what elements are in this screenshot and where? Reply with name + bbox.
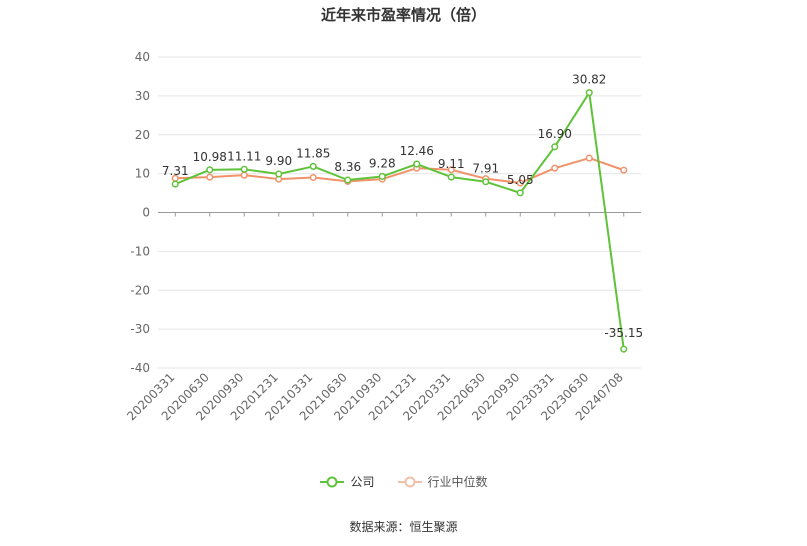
y-axis: 40 30 20 10 0 -10 -20 -30 -40 [130,50,150,375]
company-point [378,172,386,180]
company-point [309,162,317,170]
series-layer [171,89,628,353]
y-tick-label: 40 [135,50,150,64]
legend-label-company: 公司 [350,475,375,489]
industry-median-point [309,173,317,182]
company-point [206,166,214,174]
company-point [620,345,628,353]
industry-median-point [206,173,214,181]
company-point [275,170,283,178]
y-tick-label: 30 [135,89,150,103]
company-data-label: 11.85 [296,146,330,160]
company-data-label: -35.15 [604,326,643,340]
y-tick-label: 10 [135,167,150,181]
company-point [447,173,455,181]
industry-median-point [620,166,628,174]
company-data-label: 10.98 [193,150,227,164]
industry-median-point [240,171,248,179]
y-tick-label: -40 [130,361,150,375]
company-data-label: 12.46 [400,144,434,158]
industry-median-point [516,179,524,187]
company-data-label: 30.82 [572,73,606,87]
industry-median-point [585,154,593,162]
company-data-label: 9.11 [438,157,465,171]
company-point [516,189,524,197]
company-point [551,143,559,151]
legend-item-industry-median[interactable]: 行业中位数 [397,473,488,490]
legend-item-company[interactable]: 公司 [319,473,375,490]
company-data-label: 7.31 [162,164,189,178]
company-data-label: 8.36 [334,160,361,174]
company-data-label: 5.05 [507,173,534,187]
company-point [482,178,490,186]
company-data-label: 9.28 [369,156,396,170]
industry-median-point [551,164,559,172]
company-point [344,176,352,184]
y-tick-label: -10 [130,244,150,258]
company-point [585,89,593,97]
legend-label-industry-median: 行业中位数 [427,475,488,489]
source-note: 数据来源：恒生聚源 [349,520,458,534]
company-series-line [174,91,625,350]
y-tick-label: 20 [135,128,150,142]
industry-median-series-line [175,157,625,184]
company-data-label: 9.90 [265,154,292,168]
company-data-label: 11.11 [227,149,261,163]
data-labels: 7.31 10.98 11.11 9.90 11.85 8.36 9.28 12.46 9.11… [162,73,643,340]
company-point [413,160,421,168]
company-point [171,180,179,188]
company-point [240,165,248,173]
x-axis: 2020033120200630202009302020123120210331… [124,212,641,423]
y-tick-label: 0 [142,206,150,220]
y-tick-label: -30 [130,322,150,336]
y-tick-label: -20 [130,283,150,297]
industry-median-point [447,166,455,174]
company-data-label: 16.90 [538,127,572,141]
legend: 公司 行业中位数 [0,473,807,490]
chart-title: 近年来市盈率情况（倍） [320,6,486,24]
legend-line-marker-company [320,476,345,487]
legend-line-marker-industry [397,476,422,487]
company-data-label: 7.91 [472,162,499,176]
